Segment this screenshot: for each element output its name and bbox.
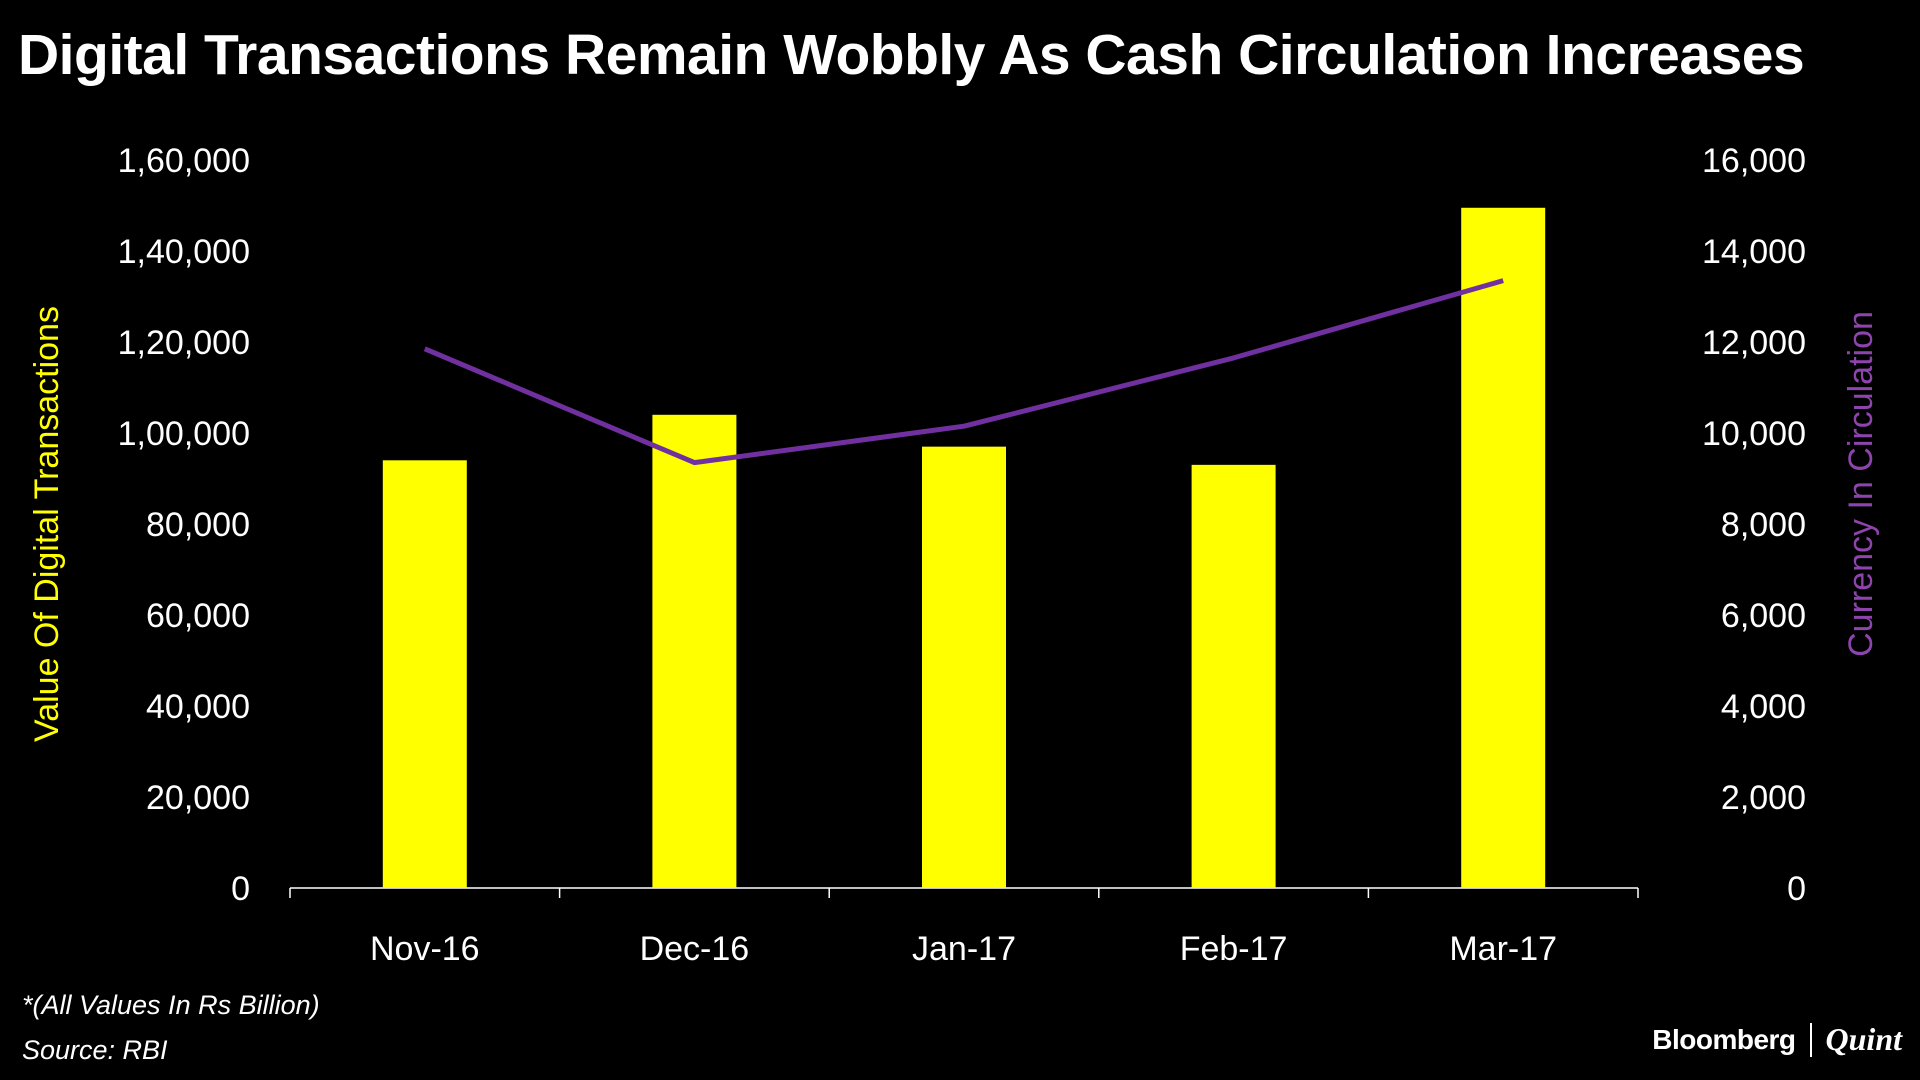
y-right-tick-label: 10,000 bbox=[1702, 415, 1806, 453]
brand-quint: Quint bbox=[1825, 1021, 1902, 1057]
footnote: *(All Values In Rs Billion) bbox=[22, 990, 320, 1020]
y-right-tick-label: 16,000 bbox=[1702, 142, 1806, 180]
y-left-tick-label: 80,000 bbox=[146, 506, 250, 544]
y-left-tick-label: 40,000 bbox=[146, 688, 250, 726]
y-right-tick-label: 4,000 bbox=[1721, 688, 1806, 726]
y-right-tick-label: 0 bbox=[1787, 870, 1806, 908]
bar-jan-17 bbox=[922, 446, 1006, 888]
chart-title: Digital Transactions Remain Wobbly As Ca… bbox=[18, 23, 1805, 87]
y-left-tick-label: 20,000 bbox=[146, 779, 250, 817]
y-left-tick-label: 1,40,000 bbox=[118, 233, 250, 271]
series-line-currency-in-circulation bbox=[423, 278, 1504, 466]
y-right-tick-label: 12,000 bbox=[1702, 324, 1806, 362]
y-left-tick-label: 0 bbox=[231, 870, 250, 908]
x-tick-label: Jan-17 bbox=[912, 930, 1016, 968]
x-tick-label: Mar-17 bbox=[1449, 930, 1557, 968]
bar-mar-17 bbox=[1461, 207, 1546, 888]
y-right-tick-label: 2,000 bbox=[1721, 779, 1806, 817]
x-tick-label: Nov-16 bbox=[370, 930, 480, 968]
y-right-tick-label: 8,000 bbox=[1721, 506, 1806, 544]
y-right-tick-label: 6,000 bbox=[1721, 597, 1806, 635]
brand-divider bbox=[1809, 1022, 1812, 1057]
source-note: Source: RBI bbox=[22, 1035, 168, 1065]
y-right-axis-label: Currency In Circulation bbox=[1842, 311, 1880, 657]
brand-bloomberg: Bloomberg bbox=[1652, 1023, 1796, 1055]
bar-feb-17 bbox=[1191, 464, 1276, 888]
y-left-axis-label: Value Of Digital Transactions bbox=[28, 306, 66, 742]
x-tick-label: Feb-17 bbox=[1180, 930, 1288, 968]
y-right-tick-label: 14,000 bbox=[1702, 233, 1806, 271]
y-left-tick-label: 60,000 bbox=[146, 597, 250, 635]
x-tick-label: Dec-16 bbox=[640, 930, 750, 968]
bar-nov-16 bbox=[382, 460, 467, 888]
y-left-tick-label: 1,20,000 bbox=[118, 324, 250, 362]
y-left-tick-label: 1,60,000 bbox=[118, 142, 250, 180]
y-left-tick-label: 1,00,000 bbox=[118, 415, 250, 453]
brand-logo: Bloomberg Quint bbox=[1652, 1021, 1902, 1058]
bar-dec-16 bbox=[652, 414, 737, 888]
